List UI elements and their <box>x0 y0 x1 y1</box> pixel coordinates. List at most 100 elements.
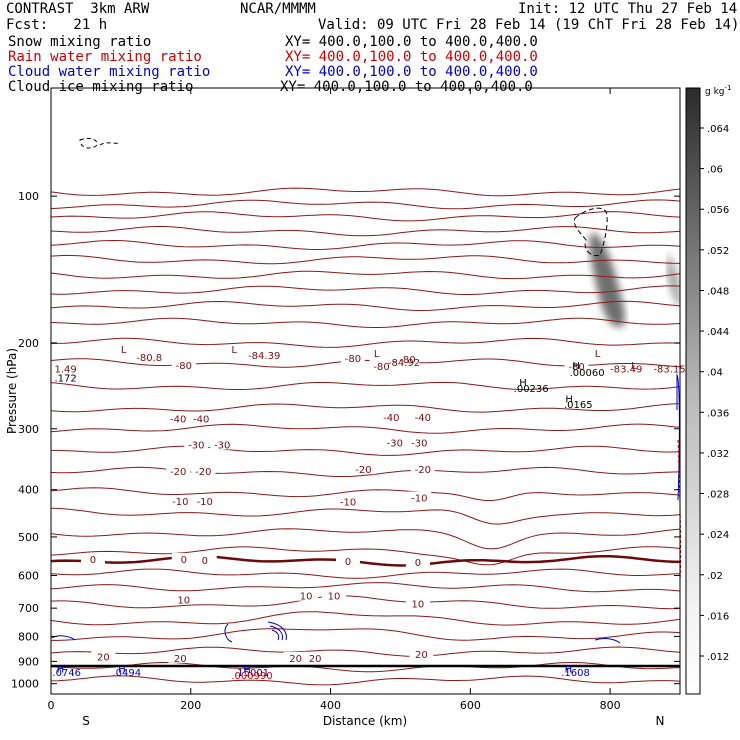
extremum-label: 1.49 <box>54 365 76 376</box>
contour-label: 0 <box>90 555 96 566</box>
cloud-water-contours <box>51 373 680 644</box>
field-rain-xy: XY= 400.0,100.0 to 400.0,400.0 <box>285 49 538 65</box>
contour-label-bg <box>80 553 105 565</box>
contour-label-bg <box>166 412 191 424</box>
field-rain-label: Rain water mixing ratio <box>8 49 202 65</box>
y-tick-label: 900 <box>18 655 39 668</box>
contour-label-bg <box>409 648 434 660</box>
contour-label: -10 <box>172 497 188 508</box>
contour-label: 10 <box>300 592 313 603</box>
contour-label-bg <box>405 597 430 609</box>
isotherm-line <box>51 595 680 610</box>
field-snow-xy: XY= 400.0,100.0 to 400.0,400.0 <box>285 34 538 50</box>
contour-label: 20 <box>174 654 187 665</box>
colorbar-tick-label: .044 <box>707 327 729 338</box>
contour-label-bg <box>407 436 432 448</box>
contour-label-bg <box>171 553 196 565</box>
contour-label: -30 <box>214 440 230 451</box>
isotherm-line <box>51 445 680 456</box>
ice-contour-2 <box>99 142 121 146</box>
org-label: NCAR/MMMM <box>240 1 316 17</box>
contour-label-bg <box>168 495 193 507</box>
contour-label: -30 <box>387 438 403 449</box>
contour-label: -80 <box>345 354 361 365</box>
isotherm-line <box>51 403 680 413</box>
contour-label-bg <box>395 353 420 365</box>
colorbar-tick-label: .064 <box>707 124 729 135</box>
contour-label-bg <box>184 438 209 450</box>
isotherm-line <box>51 528 680 550</box>
extremum-label: -80.8 <box>136 353 162 364</box>
isotherm-line <box>51 554 680 567</box>
contour-label-bg <box>283 651 308 663</box>
contour-label: -80 <box>568 362 584 373</box>
isotherm-line <box>51 285 680 295</box>
extremum-label: L <box>121 345 127 356</box>
x-tick-label: 0 <box>48 699 55 712</box>
contour-label-bg <box>379 411 404 423</box>
contour-label: -20 <box>415 465 431 476</box>
contour-label: 10 <box>177 596 190 607</box>
contour-label-bg <box>168 651 193 663</box>
contour-label-bg <box>336 495 361 507</box>
extremum-label: -83.15 <box>653 365 685 376</box>
contour-label: -10 <box>340 498 356 509</box>
model-title: CONTRAST 3km ARW <box>6 1 150 17</box>
extremum-label: -84.39 <box>248 351 280 362</box>
contour-label-bg <box>407 491 432 503</box>
x-end-right: N <box>656 714 665 728</box>
contour-label-bg <box>564 359 589 371</box>
isotherm-line <box>51 337 680 348</box>
isotherm-line <box>51 254 680 265</box>
contour-label: -80 <box>373 362 389 373</box>
contour-label: -10 <box>197 497 213 508</box>
contour-label-bg <box>171 359 196 371</box>
extremum-label: .0494 <box>113 668 142 679</box>
contour-label: 0 <box>202 556 208 567</box>
ice-contour <box>79 137 98 149</box>
isotherm-line <box>51 582 680 593</box>
extremum-label: H <box>118 664 126 675</box>
isotherm-line <box>51 423 680 434</box>
isotherm-line <box>51 317 680 328</box>
extremum-label: .00236 <box>514 384 549 395</box>
valid-time: Valid: 09 UTC Fri 28 Feb 14 (19 ChT Fri … <box>318 17 740 33</box>
extremum-label: .000990 <box>231 671 272 682</box>
contour-label: 20 <box>289 654 302 665</box>
contour-label: -30 <box>188 440 204 451</box>
colorbar-ticks: .012 .016 .02 .024 .028 .032 .036 .04 .044 .048 .0… <box>700 124 729 663</box>
colorbar <box>685 87 701 695</box>
extremum-label: .15001 <box>234 668 269 679</box>
isotherm-line <box>51 568 680 579</box>
contour-label-bg <box>166 464 191 476</box>
colorbar-tick-label: .06 <box>707 165 723 176</box>
contour-label-bg <box>340 352 365 364</box>
colorbar-tick-label: .02 <box>707 571 723 582</box>
isotherm-line <box>51 211 680 222</box>
contour-label: -80 <box>399 355 415 366</box>
temperature-contours <box>51 187 680 686</box>
colorbar-tick-label: .056 <box>707 205 729 216</box>
x-tick-label: 600 <box>460 699 481 712</box>
isotherm-line <box>51 487 680 502</box>
contour-label-bg <box>410 463 435 475</box>
extremum-label: H <box>565 394 573 405</box>
extremum-label: H <box>572 361 580 372</box>
field-cloudice-label: Cloud ice mixing ratio <box>8 79 194 95</box>
y-tick-label: 1000 <box>11 678 39 691</box>
contour-label-bg <box>410 411 435 423</box>
isotherm-line <box>51 300 680 312</box>
colorbar-unit: g kg-1 <box>705 84 731 97</box>
contour-label-bg <box>336 554 361 566</box>
y-tick-label: 600 <box>18 570 39 583</box>
contour-label-bg <box>369 359 394 371</box>
colorbar-tick-label: .012 <box>707 652 729 663</box>
isotherm-line <box>51 662 680 673</box>
x-tick-label: 800 <box>600 699 621 712</box>
contour-label: -40 <box>193 415 209 426</box>
colorbar-tick-label: .024 <box>707 530 729 541</box>
isotherm-line <box>51 507 680 525</box>
colorbar-tick-label: .028 <box>707 490 729 501</box>
